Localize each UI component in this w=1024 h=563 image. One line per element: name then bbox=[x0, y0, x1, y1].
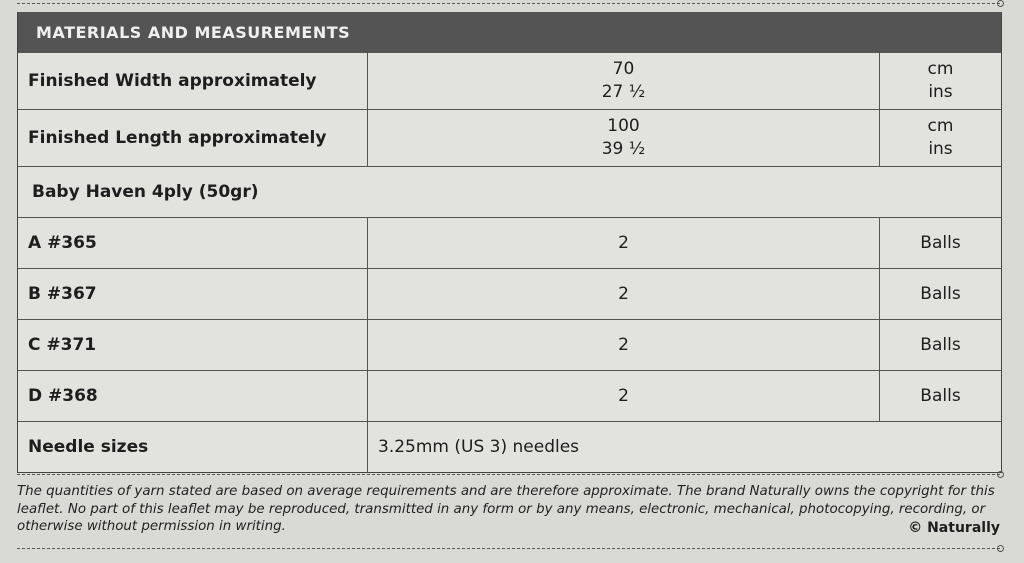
row-values: 100 39 ½ bbox=[368, 110, 880, 166]
value-cm: 100 bbox=[607, 116, 640, 136]
footer-divider-top bbox=[17, 471, 1004, 478]
table-row: Finished Length approximately 100 39 ½ cm… bbox=[18, 109, 1001, 166]
row-values: 70 27 ½ bbox=[368, 53, 880, 109]
table-row: A #365 2 Balls bbox=[18, 217, 1001, 268]
row-label: Finished Length approximately bbox=[18, 110, 368, 166]
table-row: B #367 2 Balls bbox=[18, 268, 1001, 319]
table-row: Finished Width approximately 70 27 ½ cm in… bbox=[18, 52, 1001, 109]
yarn-label: C #371 bbox=[18, 320, 368, 370]
unit-cm: cm bbox=[927, 59, 954, 79]
yarn-unit: Balls bbox=[920, 283, 961, 304]
unit-cm: cm bbox=[927, 116, 954, 136]
yarn-unit: Balls bbox=[920, 385, 961, 406]
value-cm: 70 bbox=[612, 59, 635, 79]
top-divider bbox=[17, 0, 1004, 7]
yarn-label: D #368 bbox=[18, 371, 368, 421]
yarn-unit: Balls bbox=[920, 232, 961, 253]
needle-value: 3.25mm (US 3) needles bbox=[378, 437, 580, 457]
unit-ins: ins bbox=[928, 82, 953, 102]
table-row: Needle sizes 3.25mm (US 3) needles bbox=[18, 421, 1001, 472]
yarn-heading: Baby Haven 4ply (50gr) bbox=[18, 166, 1001, 217]
footer-disclaimer: The quantities of yarn stated are based … bbox=[17, 484, 995, 534]
footer-divider-bottom bbox=[17, 545, 1004, 552]
yarn-label: B #367 bbox=[18, 269, 368, 319]
copyright: © Naturally bbox=[908, 520, 1000, 536]
yarn-label: A #365 bbox=[18, 218, 368, 268]
yarn-qty: 2 bbox=[368, 371, 880, 421]
table-row: C #371 2 Balls bbox=[18, 319, 1001, 370]
yarn-unit: Balls bbox=[920, 334, 961, 355]
value-ins: 39 ½ bbox=[601, 139, 646, 159]
table-row: D #368 2 Balls bbox=[18, 370, 1001, 421]
row-units: cm ins bbox=[880, 53, 1001, 109]
yarn-qty: 2 bbox=[368, 320, 880, 370]
yarn-qty: 2 bbox=[368, 269, 880, 319]
yarn-qty: 2 bbox=[368, 218, 880, 268]
table-title: MATERIALS AND MEASUREMENTS bbox=[18, 12, 1001, 52]
row-label: Finished Width approximately bbox=[18, 53, 368, 109]
needle-label: Needle sizes bbox=[18, 422, 368, 472]
unit-ins: ins bbox=[928, 139, 953, 159]
materials-table: MATERIALS AND MEASUREMENTS Finished Widt… bbox=[17, 12, 1002, 473]
value-ins: 27 ½ bbox=[601, 82, 646, 102]
row-units: cm ins bbox=[880, 110, 1001, 166]
